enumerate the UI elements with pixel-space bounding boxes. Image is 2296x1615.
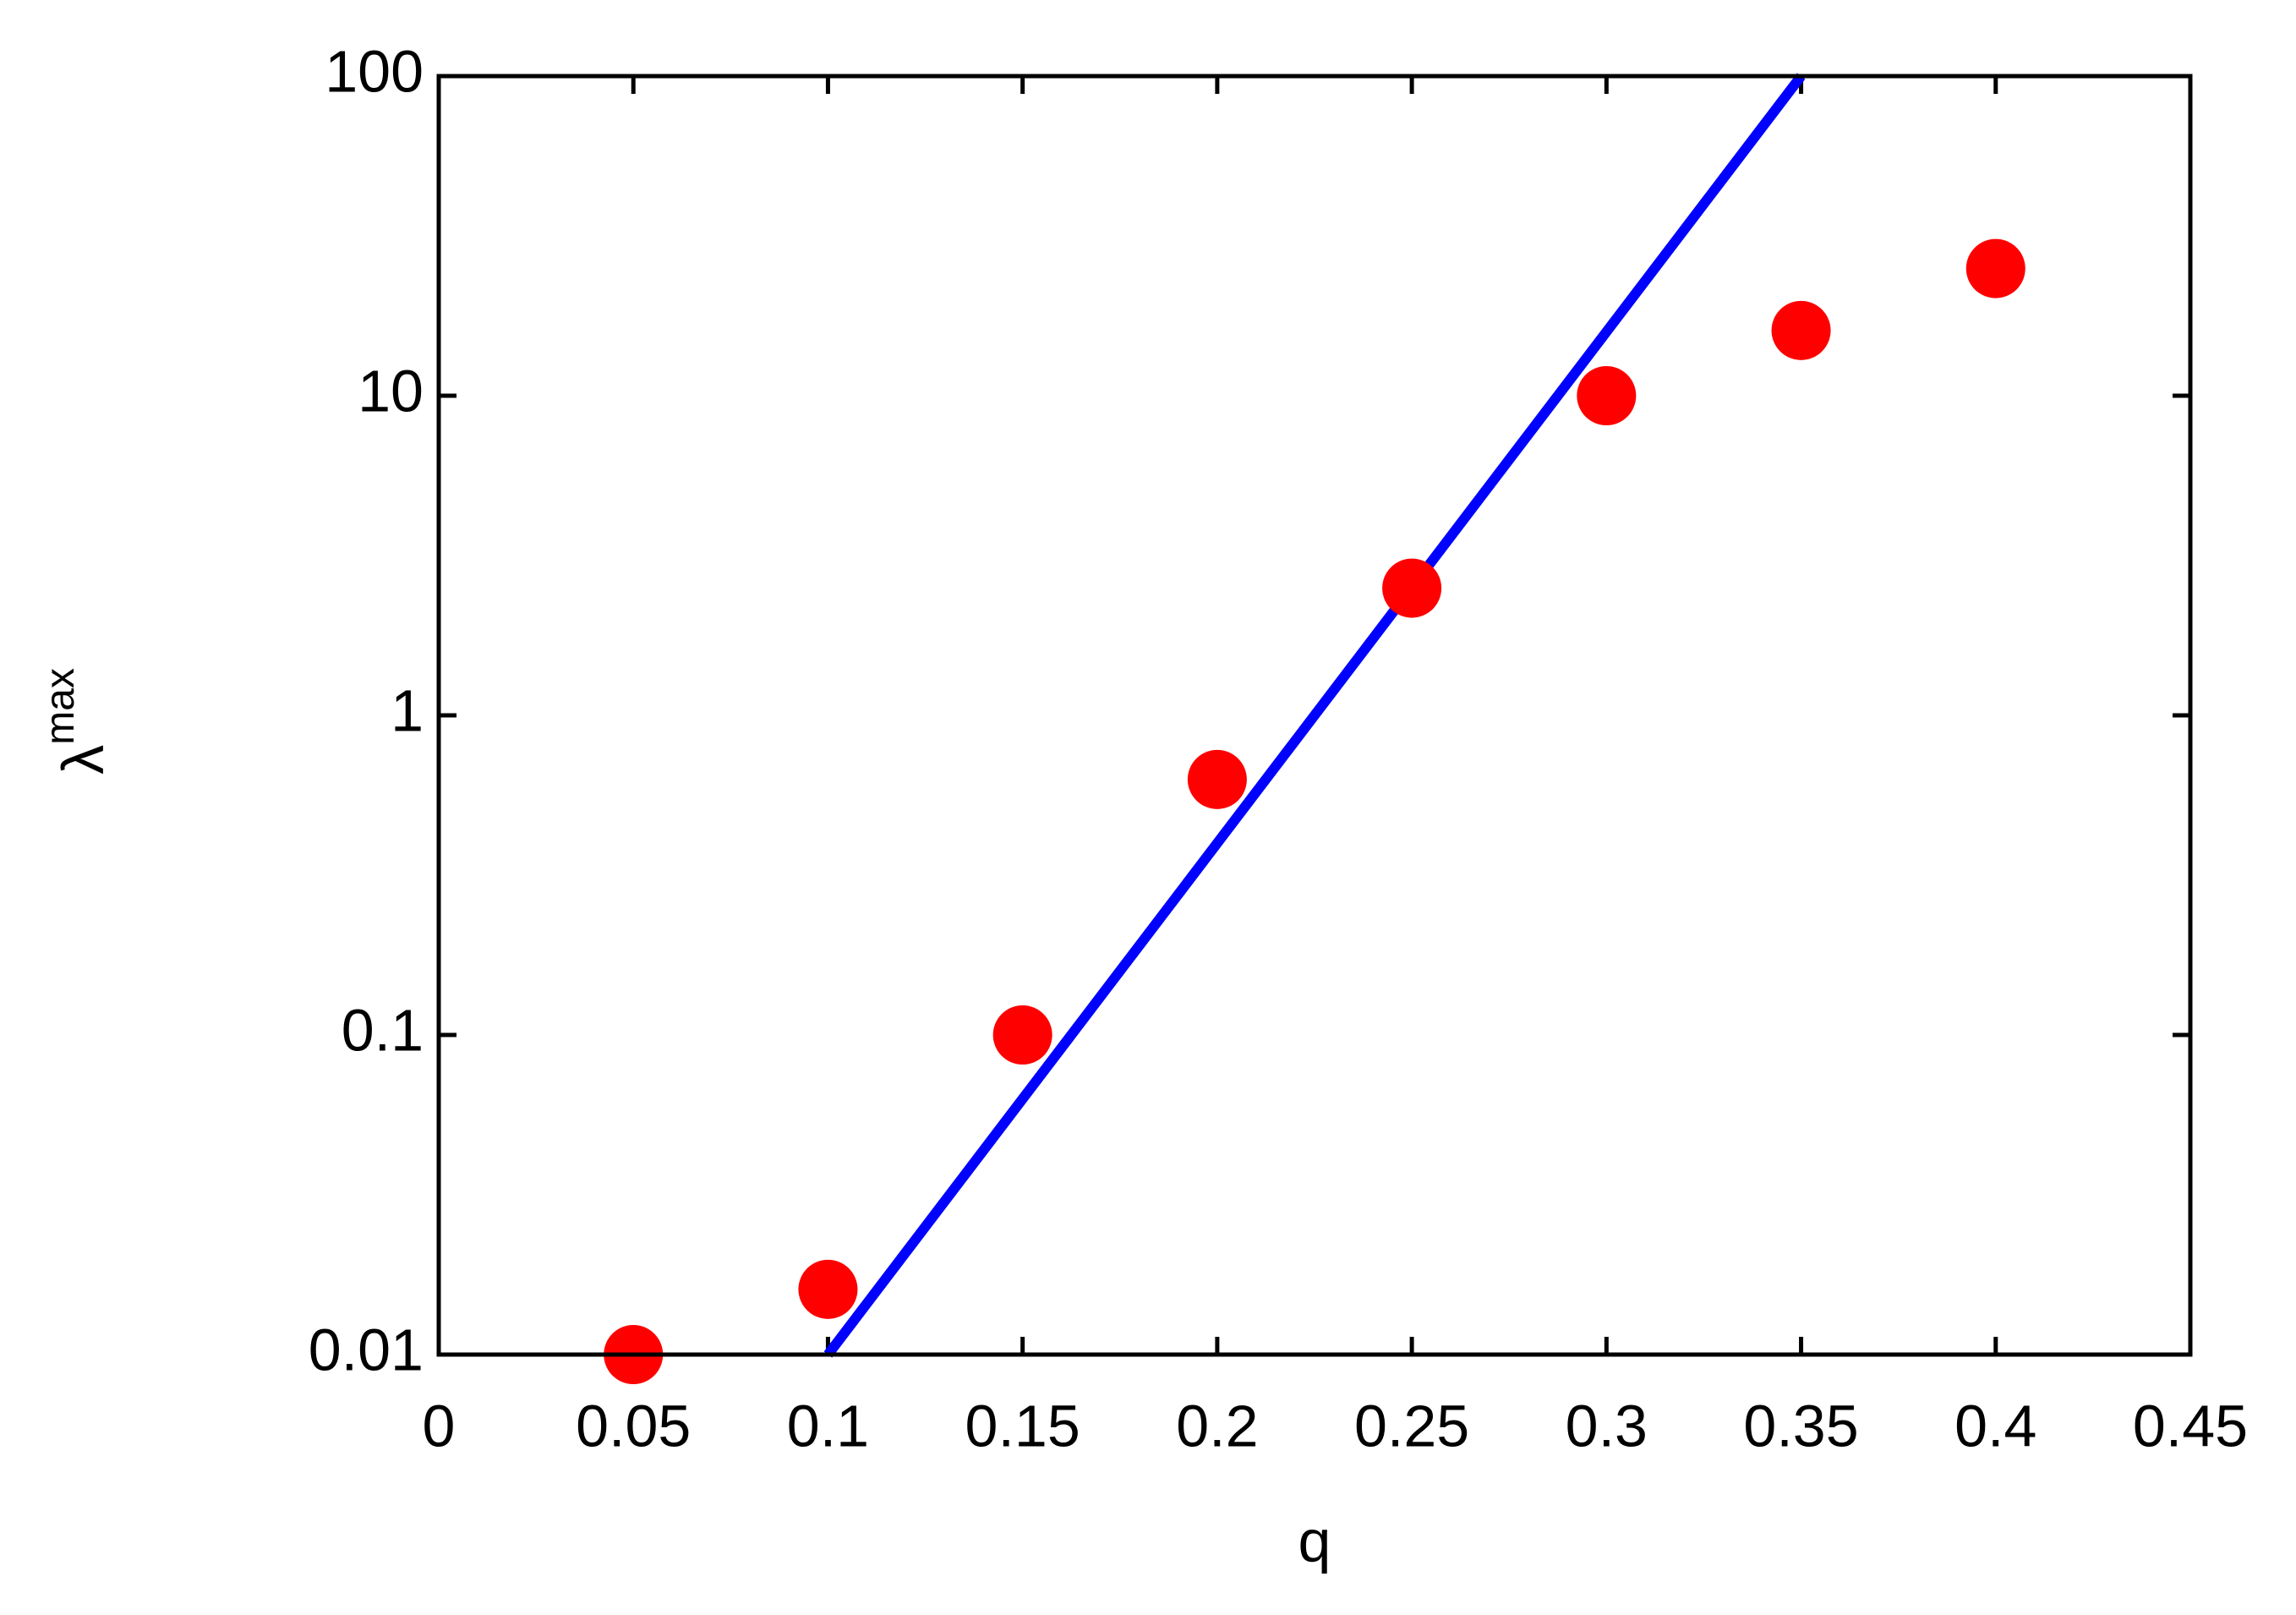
line xyxy=(823,73,1806,1358)
point xyxy=(1187,749,1247,809)
y-tick-label: 100 xyxy=(325,38,424,104)
x-tick-label: 0.45 xyxy=(2133,1393,2248,1459)
point xyxy=(992,1005,1052,1065)
y-axis-superscript: max xyxy=(38,668,83,745)
y-tick-label: 10 xyxy=(358,358,424,424)
y-axis-label: λmax xyxy=(38,668,117,775)
x-tick-label: 0.15 xyxy=(965,1393,1080,1459)
y-axis-symbol: λ xyxy=(50,745,116,775)
y-tick-label: 1 xyxy=(391,677,424,743)
point xyxy=(1382,558,1442,618)
x-tick-label: 0.3 xyxy=(1566,1393,1648,1459)
point xyxy=(1771,300,1831,360)
x-tick-label: 0 xyxy=(423,1393,456,1459)
point xyxy=(1577,366,1637,425)
y-tick-label: 0.1 xyxy=(342,997,424,1063)
x-tick-label: 0.25 xyxy=(1354,1393,1469,1459)
y-tick-label: 0.01 xyxy=(309,1317,424,1382)
x-axis-label: q xyxy=(1298,1508,1331,1574)
point xyxy=(798,1259,858,1319)
x-tick-label: 0.1 xyxy=(787,1393,869,1459)
x-tick-label: 0.4 xyxy=(1954,1393,2036,1459)
x-tick-label: 0.2 xyxy=(1176,1393,1258,1459)
x-tick-label: 0.35 xyxy=(1743,1393,1858,1459)
point xyxy=(1965,238,2025,298)
plot-frame xyxy=(436,74,2193,1357)
x-tick-label: 0.05 xyxy=(576,1393,691,1459)
